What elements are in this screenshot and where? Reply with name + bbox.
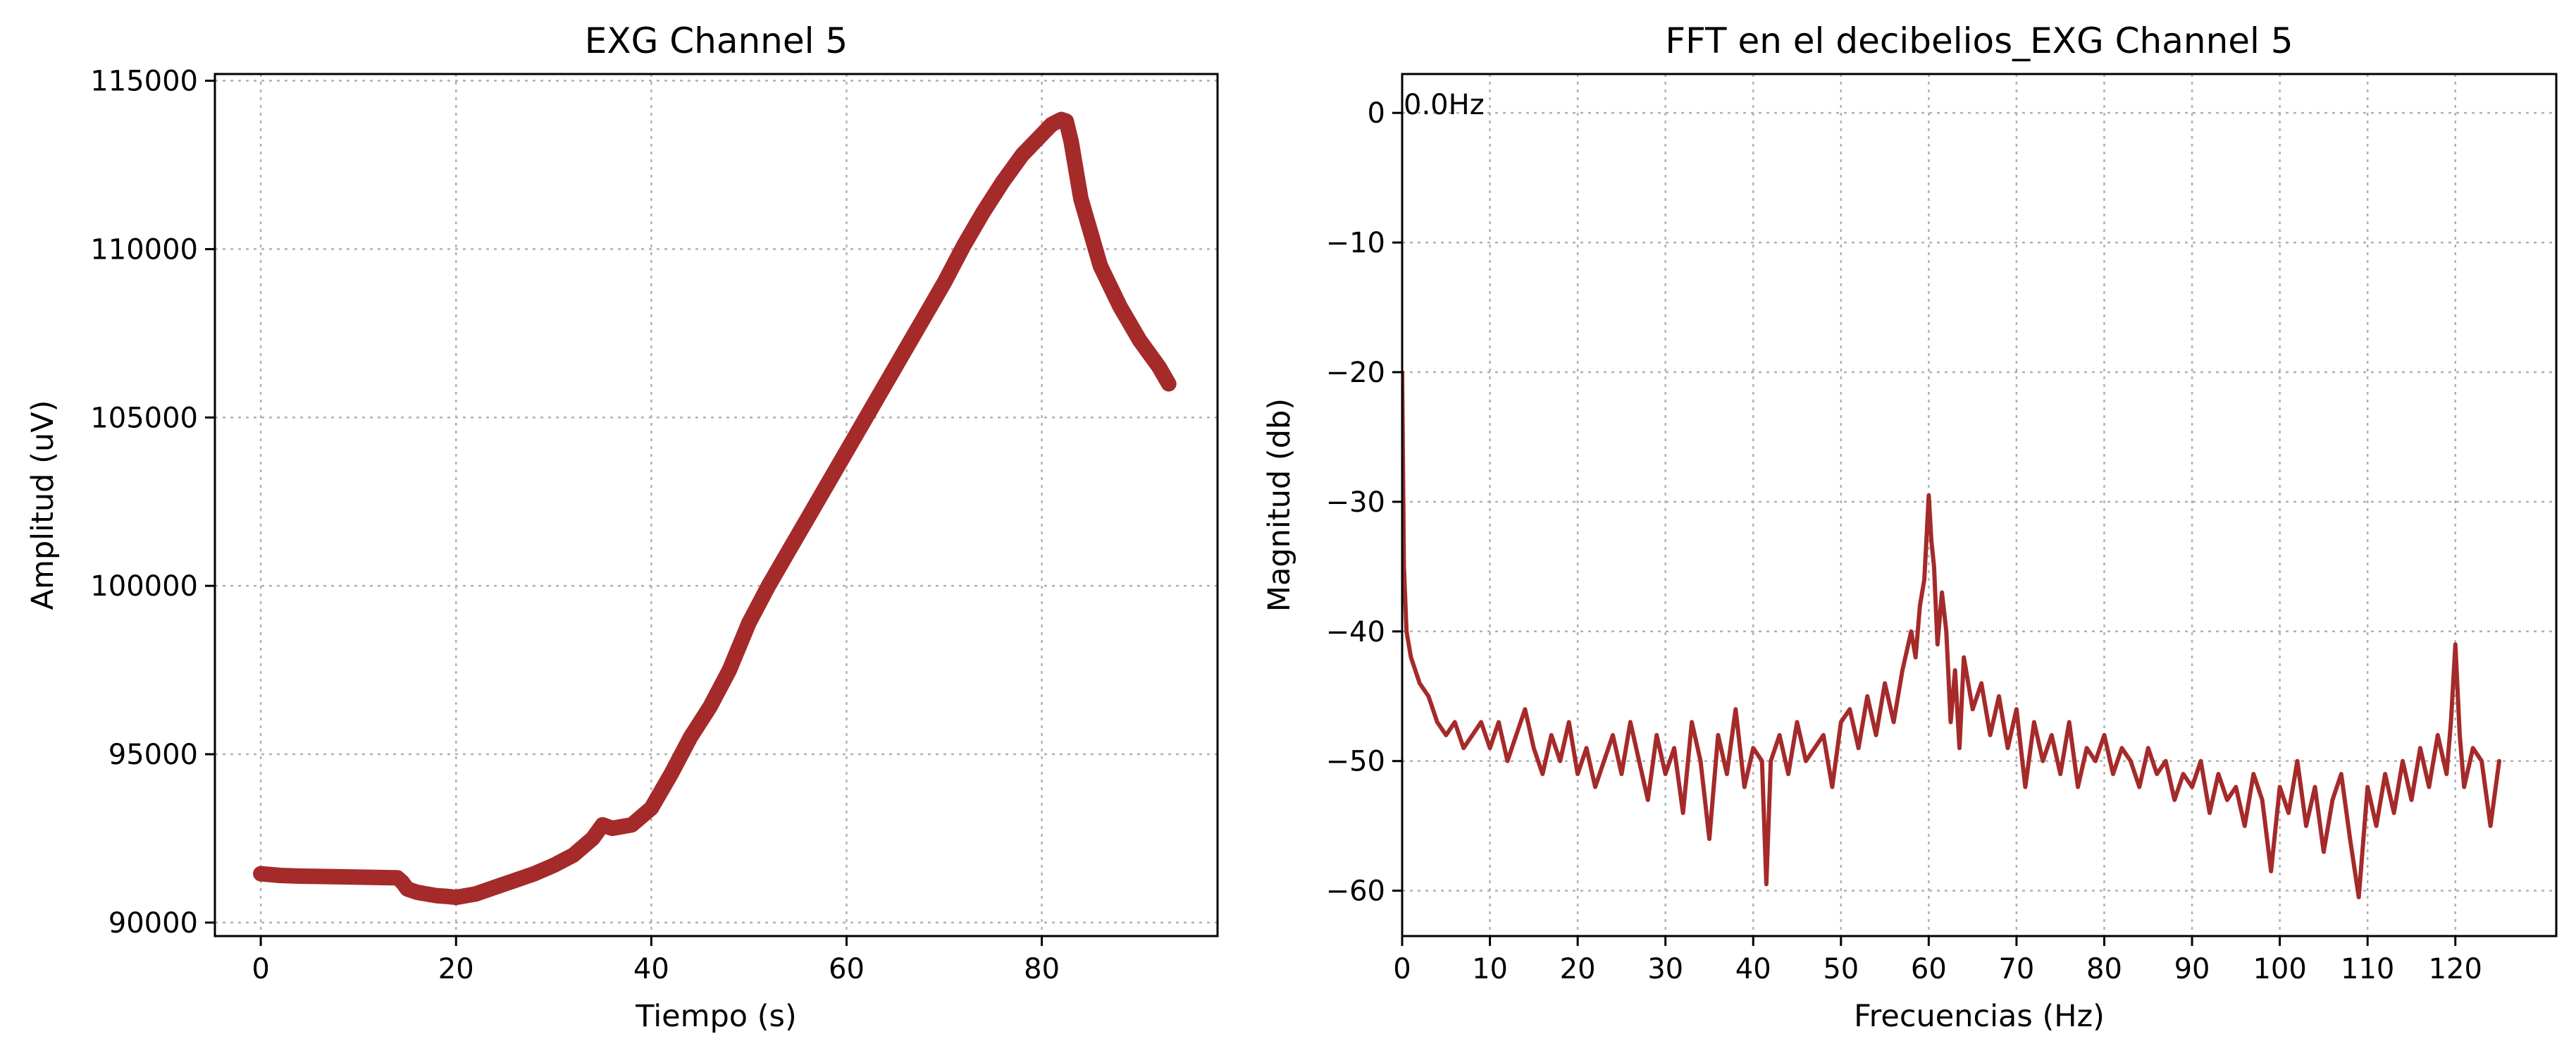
x-tick-label: 90 <box>2174 953 2210 985</box>
x-tick-label: 70 <box>1998 953 2034 985</box>
fft-chart: 0 10 20 30 40 50 60 70 80 90 100 110 120 0 −10 −20 −30 −4… <box>1262 20 2558 1034</box>
y-tick-label: −10 <box>1326 227 1385 259</box>
x-tick-label: 120 <box>2429 953 2482 985</box>
y-axis-label: Magnitud (db) <box>1262 398 1297 612</box>
x-tick-label: 60 <box>1911 953 1947 985</box>
y-tick-label: −20 <box>1326 357 1385 389</box>
y-axis-label: Amplitud (uV) <box>25 400 61 610</box>
y-tick-label: −30 <box>1326 486 1385 519</box>
y-tick-label: 115000 <box>90 66 198 98</box>
x-tick-label: 0 <box>1393 953 1411 985</box>
y-tick-label: 95000 <box>109 739 198 771</box>
y-tick-label: −60 <box>1326 875 1385 908</box>
x-tick-label: 0 <box>252 953 269 985</box>
x-axis-label: Tiempo (s) <box>635 999 796 1034</box>
x-tick-label: 50 <box>1823 953 1859 985</box>
axes-frame <box>1401 73 2558 937</box>
chart-title: FFT en el decibelios_EXG Channel 5 <box>1665 20 2293 61</box>
x-axis-label: Frecuencias (Hz) <box>1854 999 2105 1034</box>
data-series-line <box>1402 370 2501 899</box>
x-tick-label: 80 <box>2086 953 2122 985</box>
y-tick-label: 0 <box>1368 97 1385 130</box>
time-domain-chart: 0 20 40 60 80 90000 95000 100000 105000 110000 115… <box>25 20 1219 1034</box>
x-tick-label: 30 <box>1647 953 1683 985</box>
x-tick-label: 20 <box>438 953 474 985</box>
x-tick-label: 80 <box>1024 953 1060 985</box>
x-tick-label: 60 <box>829 953 865 985</box>
chart-title: EXG Channel 5 <box>585 20 848 61</box>
x-tick-label: 40 <box>1735 953 1771 985</box>
y-tick-label: 105000 <box>90 402 198 434</box>
x-tick-label: 40 <box>633 953 669 985</box>
y-tick-label: −50 <box>1326 746 1385 778</box>
x-tick-label: 100 <box>2253 953 2306 985</box>
y-tick-label: 110000 <box>90 233 198 266</box>
x-tick-label: 10 <box>1472 953 1508 985</box>
x-tick-label: 110 <box>2341 953 2394 985</box>
x-tick-label: 20 <box>1560 953 1596 985</box>
y-tick-label: −40 <box>1326 616 1385 648</box>
peak-annotation: 0.0Hz <box>1404 89 1485 121</box>
y-tick-label: 90000 <box>109 907 198 940</box>
data-series-line <box>253 111 1177 906</box>
axes-frame <box>213 73 1219 937</box>
y-tick-label: 100000 <box>90 570 198 603</box>
